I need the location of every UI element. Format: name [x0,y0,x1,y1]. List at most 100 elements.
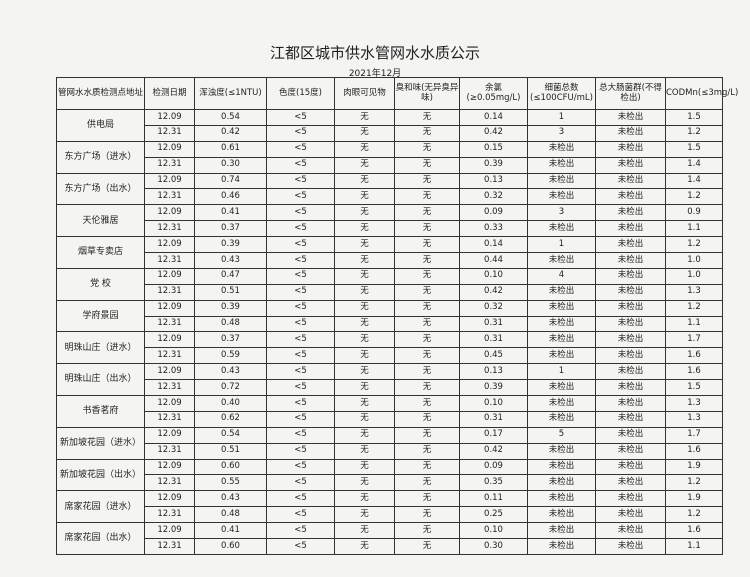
cell: 无 [334,490,395,508]
cell: 未检出 [595,252,666,269]
table-row: 明珠山庄（进水） 12.09 0.37 <5 无无 0.31 未检出 未检出 1.7 [56,331,723,365]
cell: 无 [394,490,460,508]
cell: 0.51 [194,283,267,301]
cell: 未检出 [595,522,666,540]
cell: 未检出 [595,283,666,301]
cell: 无 [334,299,395,317]
cell: 未检出 [527,220,596,238]
site-name: 席家花园（出水） [56,522,145,555]
cell: 未检出 [595,267,666,285]
cell: 0.59 [194,347,267,365]
cell: 无 [334,347,395,365]
cell: 未检出 [527,442,596,460]
cell: 未检出 [595,458,666,476]
cell: 无 [334,236,395,254]
cell: 0.31 [459,315,528,333]
cell: 无 [334,538,395,555]
cell: 0.40 [194,395,267,412]
cell: 0.48 [194,506,267,524]
cell: 1.2 [665,474,723,492]
cell: 0.74 [194,172,267,190]
site-name: 新加坡花园（进水） [56,426,145,460]
cell: 无 [334,267,395,285]
cell: 无 [394,363,460,381]
table-row: 烟草专卖店 12.09 0.39 <5 无无 0.14 1 未检出 1.2 [56,236,723,269]
cell: 1.6 [665,363,723,381]
cell: 1.2 [665,236,723,254]
cell: 无 [394,236,460,254]
cell: 0.31 [459,331,528,349]
site-name: 学府景园 [56,299,145,333]
cell: <5 [266,188,335,206]
table-row: 席家花园（进水） 12.09 0.43 <5 无无 0.11 未检出 未检出 1.9 [56,490,723,524]
cell: <5 [266,363,335,381]
cell: 未检出 [527,410,596,428]
table-row: 书香茗府 12.09 0.40 <5 无无 0.10 未检出 未检出 1.3 [56,395,723,428]
cell: 无 [394,458,460,476]
cell: 未检出 [595,156,666,174]
cell: 0.42 [459,124,528,142]
header-row: 管网水水质检测点地址 检测日期 浑浊度(≤1NTU) 色度(15度) 肉眼可见物 臭和味(… [56,77,738,110]
cell: <5 [266,458,335,476]
table-row: 12.31 0.37 <5 无无 0.33 未检出 未检出 1.1 [57,220,723,238]
cell: 0.42 [459,442,528,460]
site-name: 党 校 [56,267,145,301]
cell: 无 [394,474,460,492]
cell: 未检出 [595,426,666,444]
cell: 0.30 [459,538,528,555]
cell: 无 [394,442,460,460]
cell: 0.32 [459,299,528,317]
cell: 1.1 [665,538,723,555]
cell: 无 [394,124,460,142]
cell: 0.44 [459,252,528,269]
cell: 1.2 [665,299,723,317]
cell: 无 [394,188,460,206]
cell: 3 [527,204,596,222]
cell: 12.09 [144,458,195,476]
cell: 1.5 [665,109,723,126]
cell: 0.43 [194,252,267,269]
cell: 无 [334,204,395,222]
cell: 未检出 [595,347,666,365]
cell: 未检出 [527,172,596,190]
cell: 未检出 [595,172,666,190]
cell: 0.11 [459,490,528,508]
column-header: 肉眼可见物 [334,77,395,110]
cell: <5 [266,124,335,142]
cell: 未检出 [595,442,666,460]
cell: 无 [394,220,460,238]
table-row: 12.31 0.46 <5 无无 0.32 未检出 未检出 1.2 [57,188,723,206]
cell: 无 [394,331,460,349]
cell: 无 [394,283,460,301]
cell: 无 [394,267,460,285]
column-header: 余氯(≥0.05mg/L) [459,77,528,110]
cell: 无 [394,172,460,190]
title: 江都区城市供水管网水水质公示 [269,44,480,62]
cell: 12.09 [144,267,195,285]
water-quality-table: 管网水水质检测点地址 检测日期 浑浊度(≤1NTU) 色度(15度) 肉眼可见物 臭和味(… [56,77,738,555]
cell: 1.6 [665,522,723,540]
cell: <5 [266,156,335,174]
cell: 无 [334,156,395,174]
cell: 0.17 [459,426,528,444]
site-name: 明珠山庄（出水） [56,363,145,397]
table-row: 12.31 0.72 <5 无无 0.39 未检出 未检出 1.5 [57,379,723,397]
table-row: 12.31 0.62 <5 无无 0.31 未检出 未检出 1.3 [57,410,723,428]
site-name: 书香茗府 [56,395,145,428]
site-name: 东方广场（出水） [56,172,145,206]
cell: 1.2 [665,188,723,206]
cell: 1.6 [665,347,723,365]
cell: 1.1 [665,315,723,333]
cell: 0.9 [665,204,723,222]
cell: <5 [266,172,335,190]
cell: 12.31 [144,474,195,492]
cell: 0.43 [194,490,267,508]
table-row: 东方广场（出水） 12.09 0.74 <5 无无 0.13 未检出 未检出 1.4 [56,172,723,206]
cell: 0.41 [194,522,267,540]
cell: 0.39 [194,236,267,254]
cell: <5 [266,474,335,492]
table-row: 党 校 12.09 0.47 <5 无无 0.10 4 未检出 1.0 [56,267,723,301]
cell: 1 [527,236,596,254]
cell: 1.0 [665,252,723,269]
cell: 0.41 [194,204,267,222]
